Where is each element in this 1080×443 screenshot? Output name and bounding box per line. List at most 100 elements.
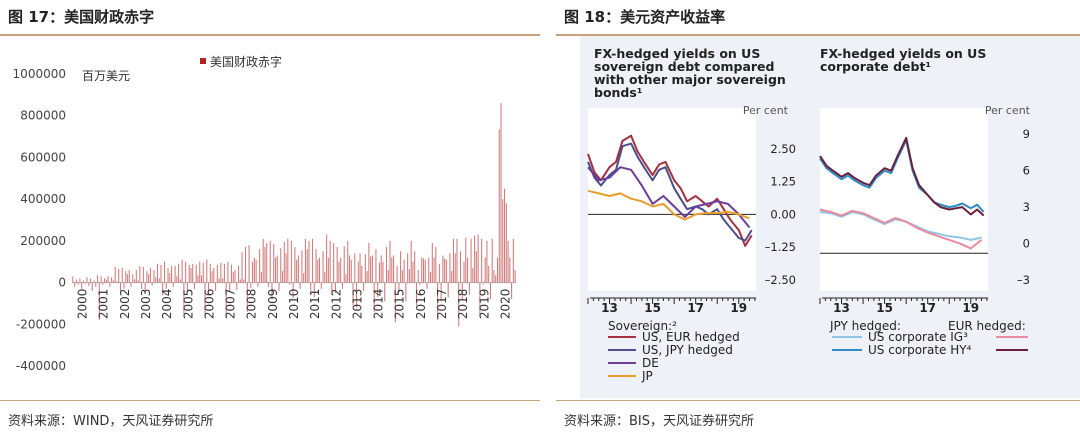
bar <box>213 267 215 283</box>
bar <box>391 257 393 283</box>
bar <box>475 251 477 283</box>
bar <box>407 253 409 283</box>
bar <box>498 129 500 283</box>
right-source: 资料来源：BIS，天风证券研究所 <box>564 414 755 429</box>
bar <box>359 253 361 283</box>
bar <box>451 271 453 283</box>
bar <box>229 282 231 292</box>
bar <box>431 242 433 283</box>
bar <box>424 259 426 283</box>
chart-title-line: with other major sovereign <box>594 72 786 87</box>
bar <box>178 263 180 283</box>
deficit-chart: 1000000 800000 600000 400000 200000 0 -200000 -… <box>13 54 516 373</box>
x-tick-label: 2000 <box>76 289 90 320</box>
bar <box>223 263 225 283</box>
bar <box>274 257 277 283</box>
x-tick-label: 2006 <box>202 289 216 320</box>
x-tick-label: 2016 <box>414 289 428 320</box>
bar <box>204 282 206 316</box>
bar <box>82 280 84 283</box>
bar <box>363 282 365 291</box>
bar <box>174 265 176 283</box>
bar <box>341 282 343 289</box>
bar <box>378 262 380 283</box>
bar <box>356 282 358 308</box>
bar <box>171 265 173 283</box>
bar <box>437 282 439 321</box>
legend-header: Sovereign:² <box>608 319 677 333</box>
bar <box>146 271 148 283</box>
bar <box>403 259 405 283</box>
bar <box>449 253 451 283</box>
unit-label: Per cent <box>985 104 1031 117</box>
bar <box>505 203 507 283</box>
bar <box>327 257 329 283</box>
bar <box>324 272 326 283</box>
left-figure-title: 图 17：美国财政赤字 <box>8 8 155 26</box>
bar <box>206 259 208 283</box>
bar <box>273 243 275 283</box>
bar <box>410 240 412 283</box>
bar <box>190 267 192 283</box>
bar <box>149 267 151 283</box>
bar <box>266 242 268 283</box>
bar <box>132 274 134 283</box>
legend-label: DE <box>642 356 659 370</box>
bar <box>243 279 245 283</box>
x-tick-label: 2012 <box>329 289 343 320</box>
bar <box>396 265 398 283</box>
bar <box>260 272 262 283</box>
bar <box>119 282 121 291</box>
bar <box>123 282 125 289</box>
bar <box>262 238 264 283</box>
left-bottom-rule <box>0 400 540 401</box>
bar <box>246 282 248 312</box>
y-tick-label: -400000 <box>16 359 66 373</box>
bar <box>357 261 359 283</box>
bar <box>304 238 306 283</box>
bar <box>373 282 375 312</box>
bar <box>77 282 79 285</box>
bar <box>380 255 382 283</box>
x-tick-label: 2013 <box>350 289 364 320</box>
bar <box>486 240 488 283</box>
bar <box>456 238 458 283</box>
legend-label: JP <box>641 369 653 383</box>
y-tick-label: 2.50 <box>770 142 796 156</box>
bar <box>364 254 366 283</box>
bar <box>271 282 273 300</box>
bar <box>135 270 137 283</box>
bar <box>468 282 470 296</box>
y-tick-label: –2.50 <box>765 273 796 287</box>
bar <box>317 259 319 283</box>
bar <box>156 263 158 283</box>
x-tick-label: 2015 <box>393 289 407 320</box>
bar <box>208 282 210 293</box>
x-tick-label: 15 <box>876 301 893 315</box>
bar <box>512 238 514 283</box>
bar <box>162 282 164 296</box>
bar <box>153 270 155 283</box>
bar <box>186 282 188 291</box>
bar <box>142 266 144 283</box>
bar <box>405 282 407 302</box>
bar <box>185 261 187 283</box>
x-tick-label: 2011 <box>308 289 322 320</box>
bar <box>320 282 322 289</box>
bar <box>179 279 181 283</box>
x-tick-label: 17 <box>687 301 704 315</box>
bar <box>447 282 449 298</box>
bar <box>105 279 107 283</box>
bar <box>509 257 511 283</box>
bar <box>199 261 201 283</box>
legend-header-eur: EUR hedged: <box>948 319 1026 333</box>
bar <box>347 240 349 283</box>
bar <box>93 280 95 283</box>
x-tick-label: 2014 <box>372 289 386 320</box>
bar <box>202 262 204 283</box>
bar <box>81 282 83 289</box>
bar <box>311 238 314 283</box>
bar <box>445 259 447 283</box>
bar <box>163 261 166 283</box>
